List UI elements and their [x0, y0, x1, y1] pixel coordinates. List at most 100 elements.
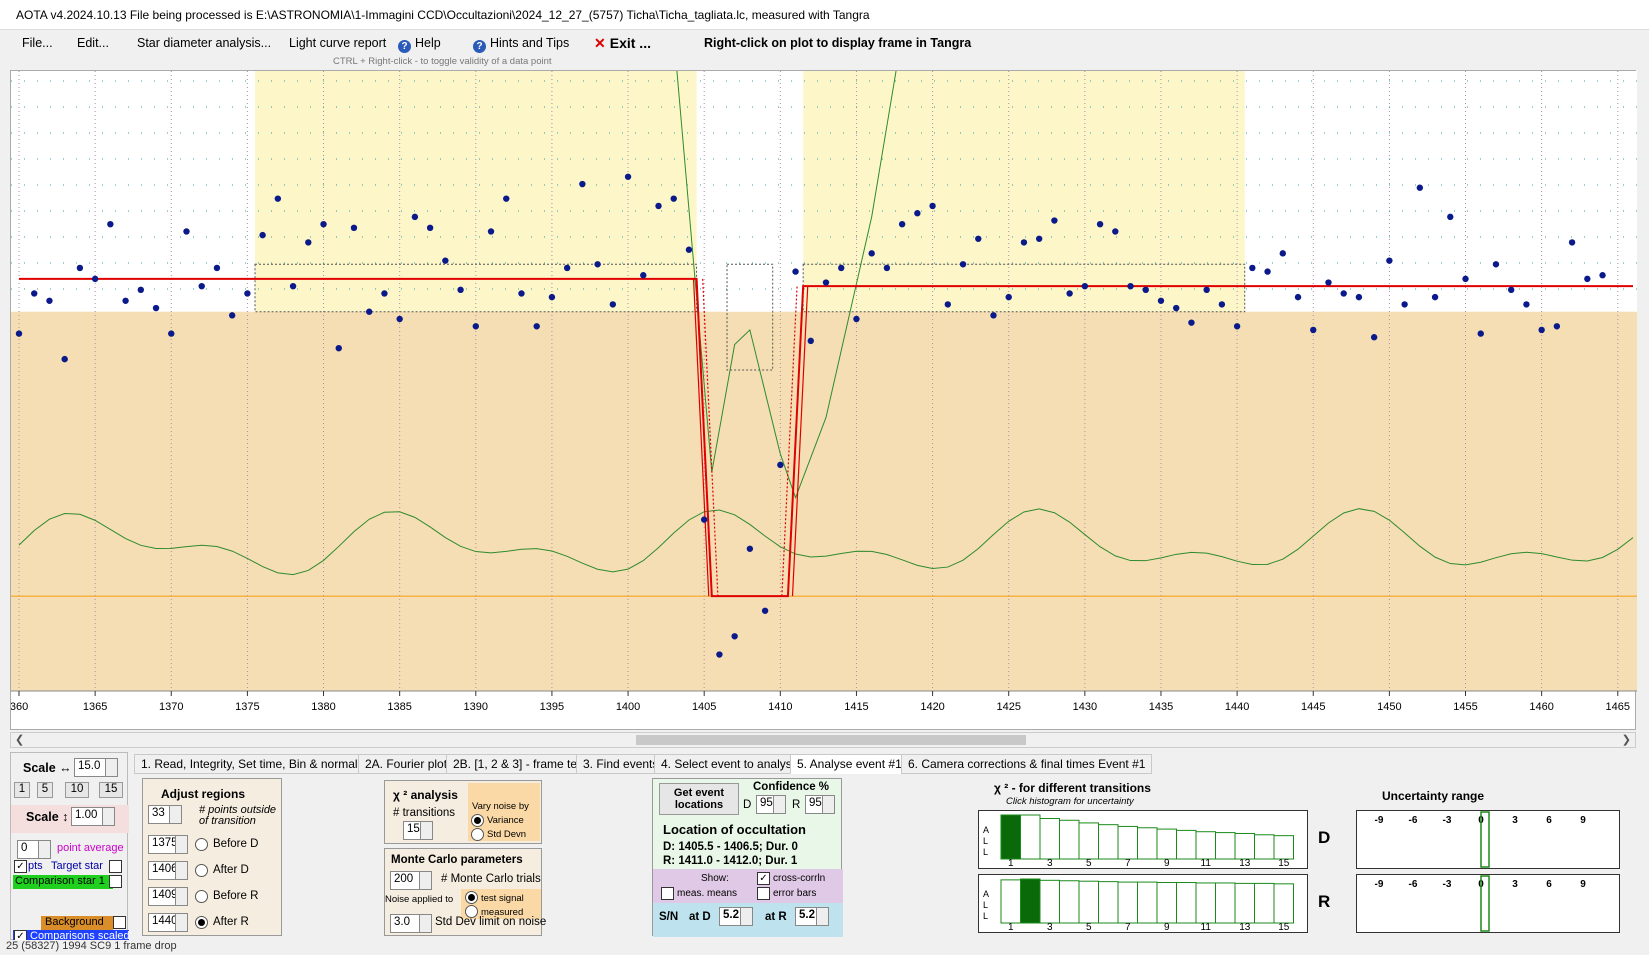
data-point [1249, 264, 1256, 272]
hist-bar [1020, 814, 1041, 860]
data-point [990, 312, 997, 319]
chi2-analysis-title: χ ² analysis [393, 788, 458, 802]
tab-read[interactable]: 1. Read, Integrity, Set time, Bin & norm… [134, 754, 380, 774]
x-tick-label: 1415 [844, 701, 868, 713]
after-d-radio[interactable] [195, 864, 208, 877]
hist-l-label: L [983, 836, 988, 846]
scale-button-10[interactable]: 10 [65, 782, 89, 798]
tab-select-event[interactable]: 4. Select event to analyse [654, 754, 806, 774]
scale-button-1[interactable]: 1 [14, 782, 30, 798]
hist-axis-label: 5 [1086, 858, 1092, 868]
cross-correlation-checkbox[interactable]: ✓ [757, 872, 770, 885]
x-tick-label: 1390 [464, 701, 488, 713]
test-signal-radio[interactable] [465, 891, 478, 904]
light-curve-svg[interactable]: 360 1365 1370 1375 1380 1385 1390 1395 1400 1405 1… [10, 34, 1637, 731]
target-star-checkbox[interactable] [109, 860, 122, 873]
variance-radio[interactable] [471, 814, 484, 827]
uncertainty-tick-label: -9 [1375, 815, 1384, 826]
scale-button-15[interactable]: 15 [99, 782, 123, 798]
menu-star-diameter[interactable]: Star diameter analysis... [137, 36, 272, 50]
data-point [228, 312, 236, 319]
data-point [640, 272, 647, 279]
hist-bar [1098, 881, 1119, 924]
pts-checkbox[interactable]: ✓ [14, 860, 27, 873]
scale-h-label: Scale ↔ [23, 761, 72, 775]
menu-help[interactable]: ? Help [398, 36, 441, 53]
stddev-radio[interactable] [471, 828, 484, 841]
points-outside-label: # points outside of transition [199, 804, 277, 827]
std-dev-limit-input[interactable]: 3.0 [390, 914, 432, 933]
tab-analyse-event[interactable]: 5. Analyse event #1 [790, 754, 909, 774]
error-bars-checkbox[interactable] [757, 887, 770, 900]
light-curve-plot[interactable]: 360 1365 1370 1375 1380 1385 1390 1395 1400 1405 1… [10, 34, 1637, 731]
tab-fourier[interactable]: 2A. Fourier plot [358, 754, 455, 774]
uncertainty-zero-box [1480, 875, 1490, 932]
data-point [959, 261, 967, 268]
data-point [1173, 304, 1180, 312]
data-point [1386, 257, 1393, 264]
d-histogram[interactable]: A L L 1 3 5 7 9 11 13 15 [978, 810, 1308, 869]
confidence-r-label: R [792, 799, 801, 811]
horizontal-scrollbar[interactable]: ❮ ❯ [10, 732, 1636, 748]
transitions-input[interactable]: 15 [403, 821, 433, 840]
hist-l-label: L [983, 900, 988, 910]
points-outside-input[interactable]: 33 [148, 805, 182, 824]
uncertainty-tick-label: -9 [1375, 879, 1384, 890]
uncertainty-tick-label: 3 [1512, 815, 1518, 826]
after-r-radio[interactable] [195, 916, 208, 929]
hist-bar [1117, 881, 1138, 924]
before-r-radio[interactable] [195, 890, 208, 903]
background-checkbox[interactable] [113, 916, 126, 929]
data-point [777, 461, 784, 469]
tab-camera-corrections[interactable]: 6. Camera corrections & final times Even… [901, 754, 1153, 774]
get-event-locations-button[interactable]: Get event locations [659, 783, 739, 815]
hist-bar [1000, 879, 1021, 924]
before-d-radio[interactable] [195, 838, 208, 851]
scale-h-input[interactable]: 15.0 [74, 758, 118, 777]
confidence-r-input[interactable]: 95 [805, 795, 835, 814]
data-point [1416, 184, 1424, 191]
comparison-checkbox[interactable] [109, 875, 122, 888]
r-histogram[interactable]: A L L 1 3 5 7 9 11 13 15 [978, 874, 1308, 933]
data-point [579, 180, 586, 188]
scroll-right-icon[interactable]: ❯ [1621, 734, 1631, 746]
hist-bar [1039, 879, 1060, 924]
tab-frame-test[interactable]: 2B. [1, 2 & 3] - frame test [446, 754, 594, 774]
cross-correlation-label: cross-corrln [773, 873, 826, 884]
after-d-input[interactable]: 1406.0 [148, 861, 188, 880]
confidence-d-input[interactable]: 95 [756, 795, 786, 814]
scroll-thumb[interactable] [636, 735, 1026, 745]
tab-find-events[interactable]: 3. Find events [576, 754, 666, 774]
after-r-input[interactable]: 1440.0 [148, 913, 188, 932]
data-point [594, 261, 601, 268]
target-star-label: Target star [51, 860, 103, 872]
data-point [1447, 213, 1454, 221]
menu-edit[interactable]: Edit... [77, 36, 109, 50]
data-point [152, 304, 160, 312]
menu-file[interactable]: File... [22, 36, 53, 50]
data-point [1492, 261, 1500, 268]
menu-light-curve-report[interactable]: Light curve report [289, 36, 387, 50]
confidence-d-label: D [743, 799, 752, 811]
avg-select[interactable]: 0 [17, 840, 51, 859]
data-point [746, 545, 754, 552]
data-point [183, 228, 190, 235]
menu-exit[interactable]: ✕ Exit ... [594, 35, 651, 52]
x-tick-label: 1370 [159, 701, 183, 713]
before-r-input[interactable]: 1409.0 [148, 887, 188, 906]
uncertainty-tick-label: -6 [1409, 815, 1418, 826]
scroll-left-icon[interactable]: ❮ [15, 734, 25, 746]
before-d-input[interactable]: 1375.0 [148, 835, 188, 854]
measured-radio[interactable] [465, 905, 478, 918]
monte-carlo-trials-input[interactable]: 200 [390, 871, 432, 890]
data-point [609, 301, 617, 308]
hist-bar [1039, 818, 1060, 860]
scale-v-input[interactable]: 1.00 [71, 807, 115, 826]
scale-button-5[interactable]: 5 [37, 782, 53, 798]
comparisons-scaled-checkbox[interactable]: ✓ [14, 930, 27, 943]
scale-v-label: Scale ↕ [26, 810, 69, 824]
menu-hints[interactable]: ? Hints and Tips [473, 36, 569, 53]
meas-means-checkbox[interactable] [661, 887, 674, 900]
